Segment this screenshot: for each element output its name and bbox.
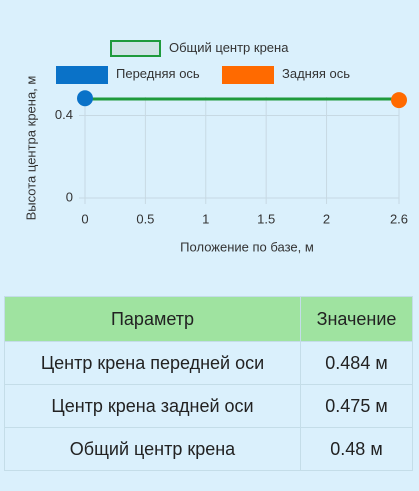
header-cell: Значение — [300, 296, 413, 342]
x-axis-label: Положение по базе, м — [180, 239, 314, 254]
y-tick-label: 0 — [66, 189, 73, 204]
results-table: Параметр Значение Центр крена передней о… — [4, 296, 413, 471]
table-cell: 0.484 м — [300, 341, 413, 385]
table-cell: Общий центр крена — [4, 427, 301, 471]
point — [77, 90, 93, 107]
y-tick-label: 0.4 — [55, 107, 73, 122]
table-row: Центр крена передней оси 0.484 м — [4, 341, 413, 385]
header-row: Параметр Значение — [4, 296, 413, 342]
legend-swatch — [56, 66, 108, 84]
x-tick-label: 2.6 — [390, 211, 408, 226]
table-cell: Центр крена передней оси — [4, 341, 301, 385]
legend-label: Передняя ось — [116, 66, 200, 81]
table-row: Общий центр крена 0.48 м — [4, 427, 413, 471]
legend-label: Задняя ось — [282, 66, 350, 81]
chart: 0 0.5 1 1.5 2 2.6 0 0.4 Положение по базе, м Высо… — [23, 40, 408, 255]
legend-label: Общий центр крена — [169, 40, 289, 55]
x-tick-label: 1 — [202, 211, 209, 226]
y-axis-label: Высота центра крена, м — [23, 76, 38, 221]
x-tick-label: 0 — [81, 211, 88, 226]
legend-swatch — [222, 66, 274, 84]
legend-swatch — [110, 40, 161, 57]
table-cell: Центр крена задней оси — [4, 384, 301, 428]
header-cell: Параметр — [4, 296, 301, 342]
point — [391, 92, 407, 109]
table-cell: 0.48 м — [300, 427, 413, 471]
table-row: Центр крена задней оси 0.475 м — [4, 384, 413, 428]
table-cell: 0.475 м — [300, 384, 413, 428]
x-tick-label: 1.5 — [257, 211, 275, 226]
x-tick-label: 0.5 — [136, 211, 154, 226]
x-tick-label: 2 — [323, 211, 330, 226]
